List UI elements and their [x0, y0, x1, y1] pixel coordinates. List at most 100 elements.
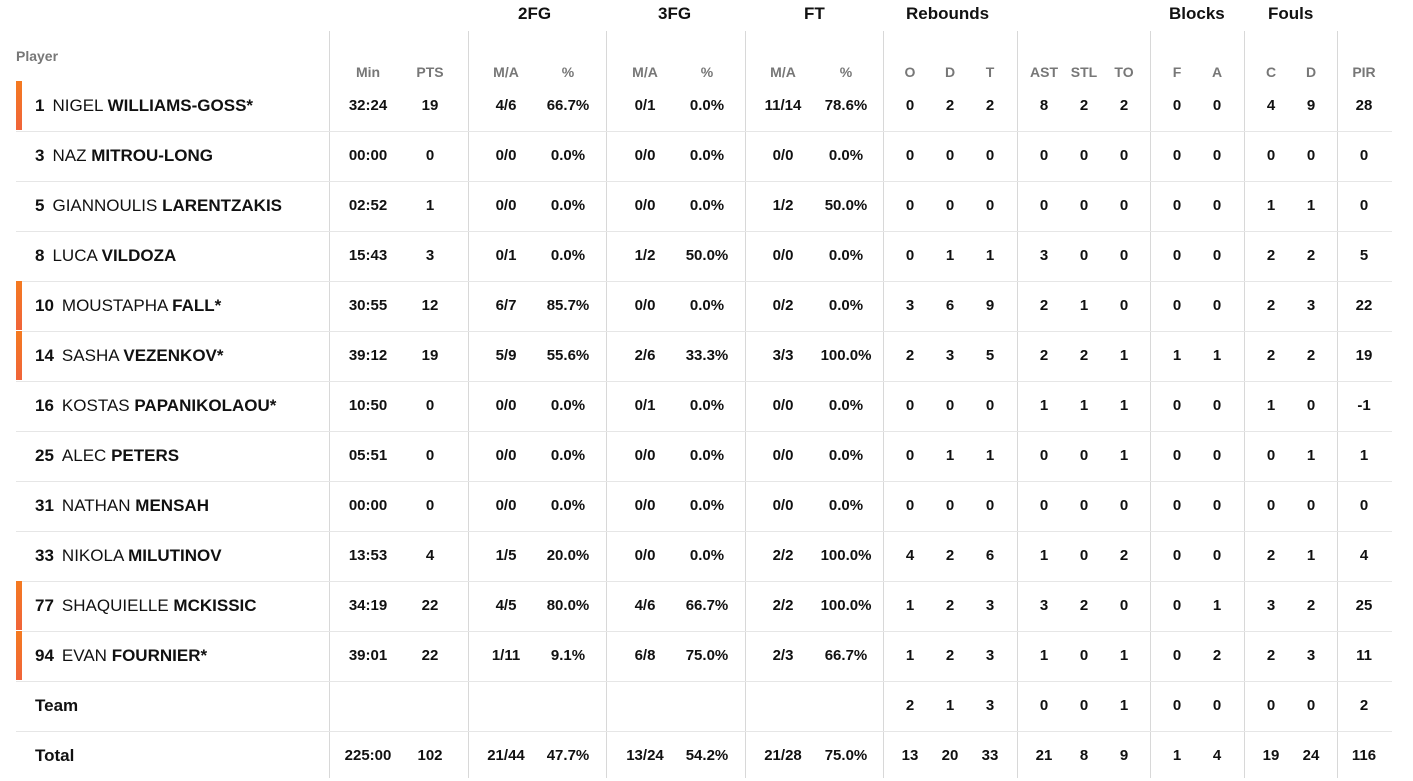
stat-fg3-ma: 6/8: [634, 647, 656, 664]
stat-blk-f: 0: [1172, 397, 1182, 414]
stat-fg2-ma: 0/0: [495, 497, 517, 514]
player-name-link[interactable]: 1 NIGEL WILLIAMS-GOSS*: [35, 96, 253, 116]
column-header-stl[interactable]: STL: [1070, 64, 1098, 80]
stat-min: 00:00: [348, 147, 388, 164]
stat-stl: 1: [1079, 297, 1089, 314]
stat-to: 0: [1119, 497, 1129, 514]
stat-fg2-pct: 0.0%: [550, 497, 586, 514]
stat-min: 39:01: [348, 647, 388, 664]
stat-ft-ma: 21/28: [764, 747, 802, 764]
player-name-link[interactable]: 77 SHAQUIELLE MCKISSIC: [35, 596, 257, 616]
stat-pts: 0: [425, 497, 435, 514]
player-name-link[interactable]: 94 EVAN FOURNIER*: [35, 646, 207, 666]
stat-reb-d: 1: [945, 247, 955, 264]
column-header-reb-d[interactable]: D: [944, 64, 956, 80]
column-header-blk-a[interactable]: A: [1211, 64, 1223, 80]
stat-foul-d: 2: [1306, 597, 1316, 614]
player-last-name: MILUTINOV: [128, 546, 222, 565]
player-row: 33 NIKOLA MILUTINOV 13:53 4 1/5 20.0% 0/0 0.0% 2…: [16, 531, 1392, 582]
stat-blk-a: 0: [1212, 497, 1222, 514]
column-header-blk-f[interactable]: F: [1172, 64, 1182, 80]
stat-blk-f: 1: [1172, 347, 1182, 364]
stat-reb-d: 1: [945, 697, 955, 714]
stat-fg3-ma: 0/0: [634, 447, 656, 464]
column-header-ft-ma[interactable]: M/A: [770, 64, 796, 80]
column-header-foul-c[interactable]: C: [1265, 64, 1277, 80]
stat-foul-c: 2: [1266, 347, 1276, 364]
player-first-name: SASHA: [61, 346, 119, 365]
stat-pts: 22: [421, 597, 439, 614]
player-name-link[interactable]: 10 MOUSTAPHA FALL*: [35, 296, 221, 316]
stat-to: 1: [1119, 647, 1129, 664]
stat-pir: 25: [1355, 597, 1373, 614]
stat-fg2-ma: 21/44: [487, 747, 525, 764]
stat-pir: 0: [1359, 147, 1369, 164]
player-name-link[interactable]: 3 NAZ MITROU-LONG: [35, 146, 213, 166]
stat-fg2-pct: 0.0%: [550, 147, 586, 164]
stat-ast: 1: [1039, 547, 1049, 564]
stat-ft-pct: 0.0%: [828, 147, 864, 164]
starter-indicator: [16, 581, 22, 630]
player-name-link[interactable]: 5 GIANNOULIS LARENTZAKIS: [35, 196, 282, 216]
column-header-foul-d[interactable]: D: [1305, 64, 1317, 80]
player-number: 31: [35, 496, 54, 515]
stat-fg2-pct: 66.7%: [546, 97, 590, 114]
stat-ft-pct: 100.0%: [820, 547, 872, 564]
stat-pir: 11: [1356, 647, 1372, 664]
stat-stl: 2: [1079, 97, 1089, 114]
stat-blk-a: 0: [1212, 447, 1222, 464]
stat-ft-pct: 100.0%: [820, 347, 872, 364]
stat-fg3-ma: 0/0: [634, 497, 656, 514]
player-name-link[interactable]: 33 NIKOLA MILUTINOV: [35, 546, 222, 566]
player-row: 31 NATHAN MENSAH 00:00 0 0/0 0.0% 0/0 0.0% 0/0 0.…: [16, 481, 1392, 532]
stat-to: 0: [1119, 297, 1129, 314]
player-name-link[interactable]: 25 ALEC PETERS: [35, 446, 179, 466]
group-header-2fg: 2FG: [518, 4, 552, 23]
column-divider: [329, 31, 330, 778]
stat-foul-c: 3: [1266, 597, 1276, 614]
column-header-ft-pct[interactable]: %: [839, 64, 853, 80]
stat-reb-d: 20: [941, 747, 959, 764]
stat-min: 225:00: [344, 747, 392, 764]
stat-ft-ma: 2/2: [772, 547, 794, 564]
column-header-pts[interactable]: PTS: [416, 64, 444, 80]
stat-ft-ma: 2/3: [772, 647, 794, 664]
stat-fg2-pct: 80.0%: [546, 597, 590, 614]
stat-min: 32:24: [348, 97, 388, 114]
player-name-link[interactable]: 31 NATHAN MENSAH: [35, 496, 209, 516]
stat-fg3-ma: 1/2: [634, 247, 656, 264]
stat-foul-c: 0: [1266, 147, 1276, 164]
stat-ast: 0: [1039, 147, 1049, 164]
column-divider: [1017, 31, 1018, 778]
player-row: 3 NAZ MITROU-LONG 00:00 0 0/0 0.0% 0/0 0.0% 0/0 0…: [16, 131, 1392, 182]
column-header-reb-o[interactable]: O: [904, 64, 916, 80]
column-header-fg2-ma[interactable]: M/A: [493, 64, 519, 80]
player-name-link[interactable]: 14 SASHA VEZENKOV*: [35, 346, 224, 366]
player-row: 10 MOUSTAPHA FALL* 30:55 12 6/7 85.7% 0/0 0.0% 0…: [16, 281, 1392, 332]
column-header-pir[interactable]: PIR: [1352, 64, 1376, 80]
player-first-name: NATHAN: [61, 496, 131, 515]
column-header-ast[interactable]: AST: [1030, 64, 1058, 80]
stat-foul-d: 1: [1306, 197, 1316, 214]
player-row: 25 ALEC PETERS 05:51 0 0/0 0.0% 0/0 0.0% 0/0 0.0%…: [16, 431, 1392, 482]
player-name-link[interactable]: 8 LUCA VILDOZA: [35, 246, 176, 266]
stat-fg3-ma: 0/1: [634, 397, 656, 414]
column-header-fg3-pct[interactable]: %: [700, 64, 714, 80]
column-header-to[interactable]: TO: [1114, 64, 1134, 80]
stat-stl: 0: [1079, 247, 1089, 264]
column-header-min[interactable]: Min: [355, 64, 381, 80]
stat-reb-d: 0: [945, 397, 955, 414]
stat-fg3-ma: 13/24: [626, 747, 664, 764]
stat-ft-ma: 1/2: [772, 197, 794, 214]
stat-stl: 0: [1079, 197, 1089, 214]
column-header-fg2-pct[interactable]: %: [561, 64, 575, 80]
stat-fg2-ma: 5/9: [495, 347, 517, 364]
stat-foul-d: 24: [1302, 747, 1320, 764]
stat-blk-a: 1: [1212, 347, 1222, 364]
player-first-name: ALEC: [61, 446, 107, 465]
stat-fg2-pct: 47.7%: [546, 747, 590, 764]
column-header-fg3-ma[interactable]: M/A: [632, 64, 658, 80]
column-header-reb-t[interactable]: T: [985, 64, 995, 80]
player-name-link[interactable]: 16 KOSTAS PAPANIKOLAOU*: [35, 396, 276, 416]
stat-reb-o: 1: [905, 647, 915, 664]
